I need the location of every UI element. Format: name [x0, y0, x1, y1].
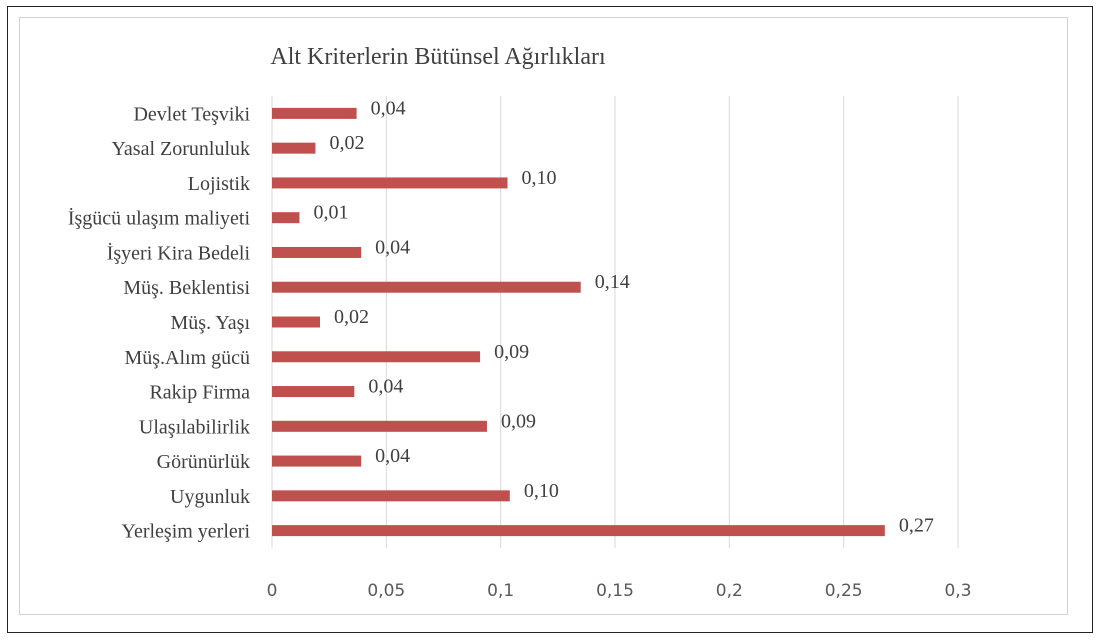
- bar: [272, 107, 357, 119]
- bar: [272, 316, 321, 328]
- data-label: 0,09: [501, 410, 536, 432]
- category-label: Ulaşılabilirlik: [139, 416, 250, 438]
- x-tick-label: 0,2: [716, 581, 743, 601]
- bar: [272, 281, 581, 293]
- chart-title: Alt Kriterlerin Bütünsel Ağırlıkları: [270, 44, 606, 70]
- data-label: 0,04: [368, 376, 403, 398]
- x-tick-label: 0: [267, 581, 278, 601]
- category-label: Yerleşim yerleri: [122, 521, 251, 543]
- category-label: Müş. Yaşı: [171, 312, 251, 334]
- labels: 0 0,05 0,1 0,15 0,2 0,25 0,3 Devlet Teşviki 0,04…: [68, 97, 972, 601]
- data-label: 0,10: [524, 480, 559, 502]
- bar: [272, 420, 487, 432]
- bar: [272, 246, 362, 258]
- data-label: 0,01: [313, 202, 348, 224]
- category-label: Görünürlük: [157, 451, 250, 473]
- bar: [272, 142, 316, 154]
- bar: [272, 177, 508, 189]
- data-label: 0,04: [375, 236, 410, 258]
- data-label: 0,09: [494, 341, 529, 363]
- gridlines: [271, 96, 959, 548]
- x-tick-label: 0,25: [825, 581, 863, 601]
- bar: [272, 455, 362, 467]
- bars: [272, 107, 885, 537]
- category-label: Devlet Teşviki: [133, 103, 250, 125]
- category-label: Lojistik: [188, 173, 250, 195]
- bar: [272, 212, 300, 224]
- data-label: 0,02: [329, 132, 364, 154]
- category-label: Müş. Beklentisi: [123, 277, 250, 299]
- category-label: Müş.Alım gücü: [124, 347, 250, 369]
- category-label: Uygunluk: [170, 486, 250, 508]
- bar: [272, 351, 481, 363]
- data-label: 0,04: [371, 97, 406, 119]
- x-tick-label: 0,15: [596, 581, 634, 601]
- data-label: 0,27: [899, 515, 934, 537]
- data-label: 0,02: [334, 306, 369, 328]
- category-label: İşyeri Kira Bedeli: [107, 241, 251, 264]
- bar: [272, 490, 510, 502]
- chart-area: [19, 17, 1068, 615]
- bar: [272, 386, 355, 398]
- data-label: 0,14: [595, 271, 630, 293]
- x-tick-label: 0,1: [487, 581, 514, 601]
- category-label: Yasal Zorunluluk: [111, 138, 250, 160]
- bar: [272, 525, 885, 537]
- data-label: 0,04: [375, 445, 410, 467]
- x-tick-label: 0,05: [367, 581, 405, 601]
- category-label: Rakip Firma: [149, 382, 250, 404]
- category-label: İşgücü ulaşım maliyeti: [68, 207, 251, 230]
- x-tick-label: 0,3: [944, 581, 971, 601]
- data-label: 0,10: [522, 167, 557, 189]
